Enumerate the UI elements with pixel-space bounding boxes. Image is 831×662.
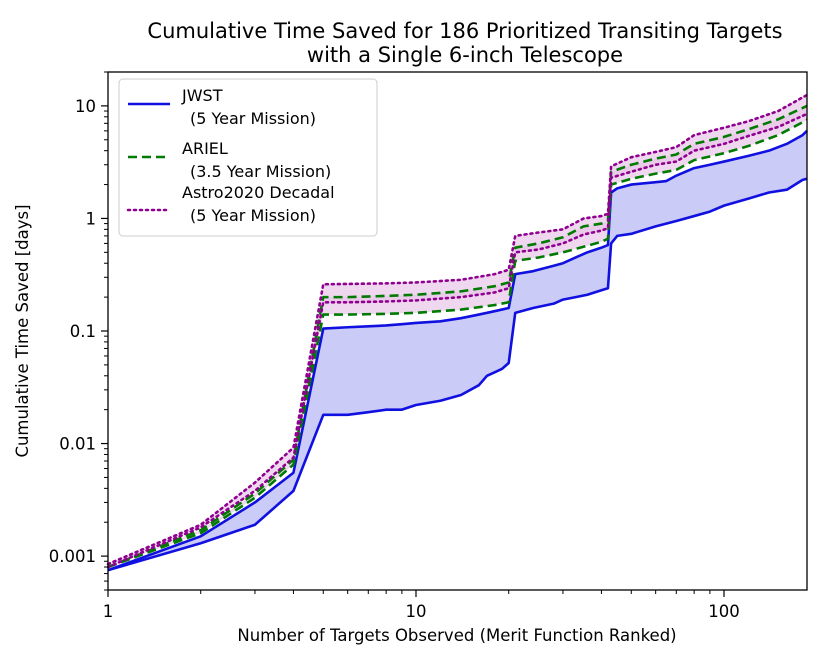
legend-label-astro2020: Astro2020 Decadal <box>182 183 335 202</box>
axes: 1 10 100 0.001 0.01 0.1 1 10 <box>49 71 740 621</box>
y-axis-label: Cumulative Time Saved [days] <box>13 204 32 457</box>
x-axis-label: Number of Targets Observed (Merit Functi… <box>237 626 676 645</box>
series-line-ariel-lower <box>107 118 808 569</box>
x-tick-label: 100 <box>708 602 740 621</box>
legend-sub-jwst: (5 Year Mission) <box>190 109 316 128</box>
legend-sub-ariel: (3.5 Year Mission) <box>190 162 331 181</box>
y-tick-label: 10 <box>75 97 96 116</box>
series-line-astro2020-decadal-lower <box>106 112 809 569</box>
y-tick-label: 0.1 <box>70 322 96 341</box>
series-line-jwst-lower <box>107 177 808 572</box>
y-tick-label: 0.01 <box>59 435 96 454</box>
series-line-ariel-upper <box>107 104 808 569</box>
y-tick-label: 1 <box>86 209 97 228</box>
x-tick-label: 10 <box>405 602 426 621</box>
series-line-astro2020-decadal-upper <box>106 93 809 566</box>
legend-box <box>118 78 378 237</box>
y-tick-label: 0.001 <box>49 547 96 566</box>
chart-subtitle: with a Single 6-inch Telescope <box>307 43 623 67</box>
legend: JWST (5 Year Mission) ARIEL (3.5 Year Mi… <box>118 78 378 237</box>
band-jwst <box>108 130 807 571</box>
series-line-jwst-upper <box>107 129 808 572</box>
chart-title: Cumulative Time Saved for 186 Prioritize… <box>147 19 782 43</box>
x-tick-label: 1 <box>103 602 114 621</box>
legend-label-jwst: JWST <box>181 86 223 105</box>
plot-area <box>106 93 809 572</box>
legend-sub-astro2020: (5 Year Mission) <box>190 206 316 225</box>
legend-label-ariel: ARIEL <box>182 139 228 158</box>
